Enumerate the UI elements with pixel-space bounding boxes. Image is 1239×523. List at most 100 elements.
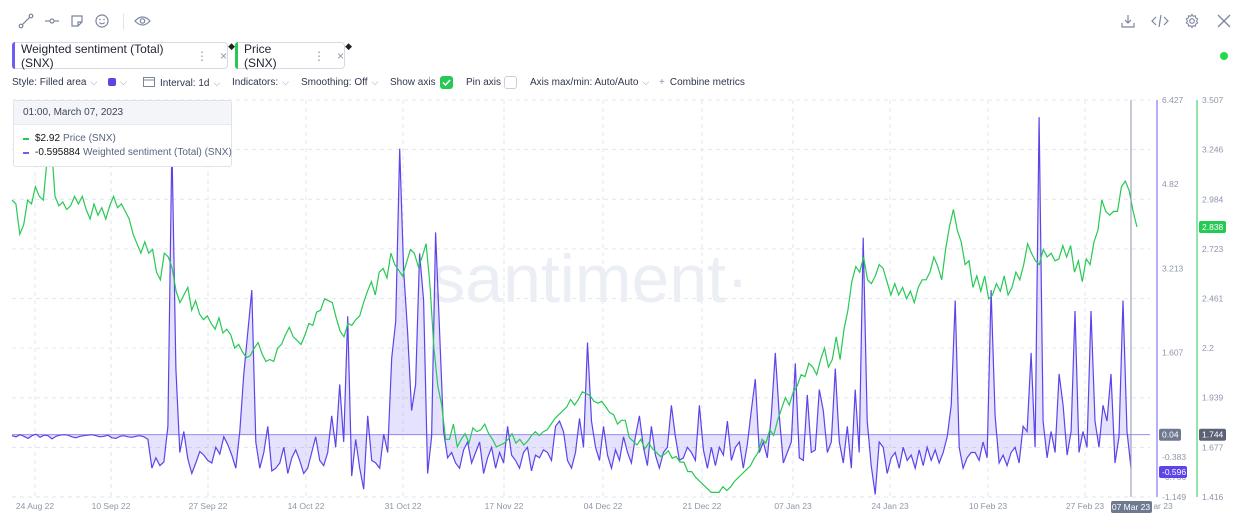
chevron-down-icon: ⌵ [120, 77, 127, 87]
metric-color-bar [12, 42, 15, 69]
x-tick-label: 17 Nov 22 [485, 501, 524, 511]
horizontal-line-icon[interactable] [42, 11, 62, 31]
style-selector[interactable]: Style: Filled area ⌵ [12, 77, 98, 88]
indicators-selector[interactable]: Indicators: ⌵ [232, 77, 289, 88]
remove-metric-icon[interactable]: × [336, 48, 344, 63]
sentiment-zero-marker: 0.04 [1162, 430, 1179, 440]
remove-metric-icon[interactable]: × [219, 48, 227, 63]
close-icon[interactable] [1214, 11, 1234, 31]
x-tick-label: 10 Sep 22 [92, 501, 131, 511]
drag-handle-icon[interactable]: ◆ [228, 41, 235, 51]
emoji-icon[interactable] [92, 11, 112, 31]
sentiment-series [11, 117, 1150, 495]
crosshair-date-label: 07 Mar 23 [1112, 502, 1151, 512]
x-tick-label: 24 Aug 22 [16, 501, 55, 511]
color-selector[interactable]: ⌵ [108, 77, 127, 88]
chevron-down-icon: ⌵ [371, 77, 379, 87]
price-base-marker: 1.744 [1202, 430, 1224, 440]
x-tick-label: 24 Jan 23 [871, 501, 909, 511]
sentiment-area-fill [12, 117, 1131, 495]
price-tick-label: 2.2 [1202, 343, 1214, 353]
tooltip-value: $2.92 [35, 133, 61, 144]
price-base-marker-bg [1199, 428, 1226, 441]
line-tool-icon[interactable] [16, 11, 36, 31]
chart-tooltip: 01:00, March 07, 2023 $2.92 Price (SNX) … [13, 100, 232, 167]
x-tick-label: 07 Jan 23 [774, 501, 812, 511]
tooltip-label: Price (SNX) [63, 133, 116, 144]
price-current-marker-bg [1199, 221, 1226, 234]
x-tick-label: 31 Oct 22 [385, 501, 422, 511]
sentiment-tick-label: 4.82 [1162, 179, 1179, 189]
sentiment-tick-label: 6.427 [1162, 95, 1184, 105]
sentiment-tick-label: -0.766 [1162, 472, 1186, 482]
price-line [11, 139, 1138, 493]
pin-axis-label: Pin axis [466, 77, 502, 88]
sentiment-tick-label: 1.607 [1162, 348, 1184, 358]
note-icon[interactable] [67, 11, 87, 31]
price-tick-label: 2.723 [1202, 244, 1224, 254]
more-options-icon[interactable]: ⋮ [195, 48, 208, 63]
price-current-marker: 2.838 [1202, 222, 1224, 232]
x-tick-label: 27 Sep 22 [189, 501, 228, 511]
metric-tag-sentiment[interactable]: Weighted sentiment (Total) (SNX) ⋮ × ◆ [12, 41, 235, 70]
sentiment-tick-label: -1.149 [1162, 492, 1186, 502]
chevron-down-icon: ⌵ [282, 77, 289, 87]
drag-handle-icon[interactable]: ◆ [345, 41, 352, 51]
price-tick-label: 1.939 [1202, 393, 1224, 403]
x-tick-label: 04 Dec 22 [584, 501, 623, 511]
price-tick-label: 2.984 [1202, 194, 1224, 204]
crosshair-date-chip [1111, 501, 1152, 513]
settings-icon[interactable] [1182, 11, 1202, 31]
calendar-icon [143, 77, 155, 87]
download-icon[interactable] [1118, 11, 1138, 31]
tooltip-date: 01:00, March 07, 2023 [14, 101, 231, 125]
smoothing-selector[interactable]: Smoothing: Off ⌵ [301, 77, 379, 88]
chevron-down-icon: ⌵ [642, 77, 650, 87]
sentiment-legend-swatch [23, 151, 29, 154]
axis-maxmin-selector[interactable]: Axis max/min: Auto/Auto ⌵ [530, 77, 650, 88]
tooltip-row-price: $2.92 Price (SNX) [23, 133, 116, 144]
live-status-dot [1220, 52, 1228, 60]
checkmark-icon [442, 79, 451, 87]
color-swatch [108, 78, 116, 86]
embed-code-icon[interactable] [1150, 11, 1170, 31]
plus-icon: + [659, 77, 665, 88]
show-axis-checkbox[interactable] [440, 76, 453, 89]
sentiment-line [11, 117, 1132, 495]
combine-metrics-button[interactable]: + Combine metrics [659, 77, 745, 88]
x-tick-label: 10 Feb 23 [969, 501, 1008, 511]
x-tick-label: 21 Dec 22 [683, 501, 722, 511]
price-tick-label: 1.677 [1202, 442, 1224, 452]
interval-selector[interactable]: Interval: 1d ⌵ [143, 77, 220, 89]
metric-label: Weighted sentiment (Total) (SNX) [21, 41, 164, 70]
sentiment-tick-label: -0.383 [1162, 452, 1186, 462]
sentiment-zero-marker-bg [1159, 428, 1181, 441]
chevron-down-icon: ⌵ [90, 77, 98, 87]
more-options-icon[interactable]: ⋮ [312, 48, 325, 63]
price-tick-label: 3.246 [1202, 145, 1224, 155]
chevron-down-icon: ⌵ [213, 78, 221, 88]
sentiment-current-marker-bg [1159, 466, 1187, 479]
pin-axis-checkbox[interactable] [504, 76, 517, 89]
metric-label: Price (SNX) [244, 41, 277, 70]
toolbar-divider [123, 14, 124, 30]
show-axis-label: Show axis [390, 77, 436, 88]
tooltip-value: -0.595884 [35, 147, 81, 158]
tooltip-label: Weighted sentiment (Total) (SNX) [83, 147, 232, 158]
eye-icon[interactable] [132, 11, 152, 31]
chart-toolbar [0, 0, 1239, 42]
metric-settings-row: Style: Filled area ⌵ ⌵ Interval: 1d ⌵ Indi… [12, 76, 812, 92]
tooltip-row-sentiment: -0.595884 Weighted sentiment (Total) (SN… [23, 147, 232, 158]
price-legend-swatch [23, 137, 29, 140]
sentiment-current-marker: -0.596 [1162, 467, 1186, 477]
price-series [11, 139, 1138, 493]
price-tick-label: 2.461 [1202, 294, 1224, 304]
x-tick-label: 14 Oct 22 [288, 501, 325, 511]
santiment-watermark: santiment· [431, 241, 748, 317]
price-tick-label: 1.416 [1202, 492, 1224, 502]
price-tick-label: 3.507 [1202, 95, 1224, 105]
sentiment-tick-label: 3.213 [1162, 263, 1184, 273]
metric-color-bar [235, 42, 238, 69]
metric-tag-price[interactable]: Price (SNX) ⋮ × ◆ [235, 41, 352, 70]
x-tick-label: ar 23 [1153, 501, 1173, 511]
